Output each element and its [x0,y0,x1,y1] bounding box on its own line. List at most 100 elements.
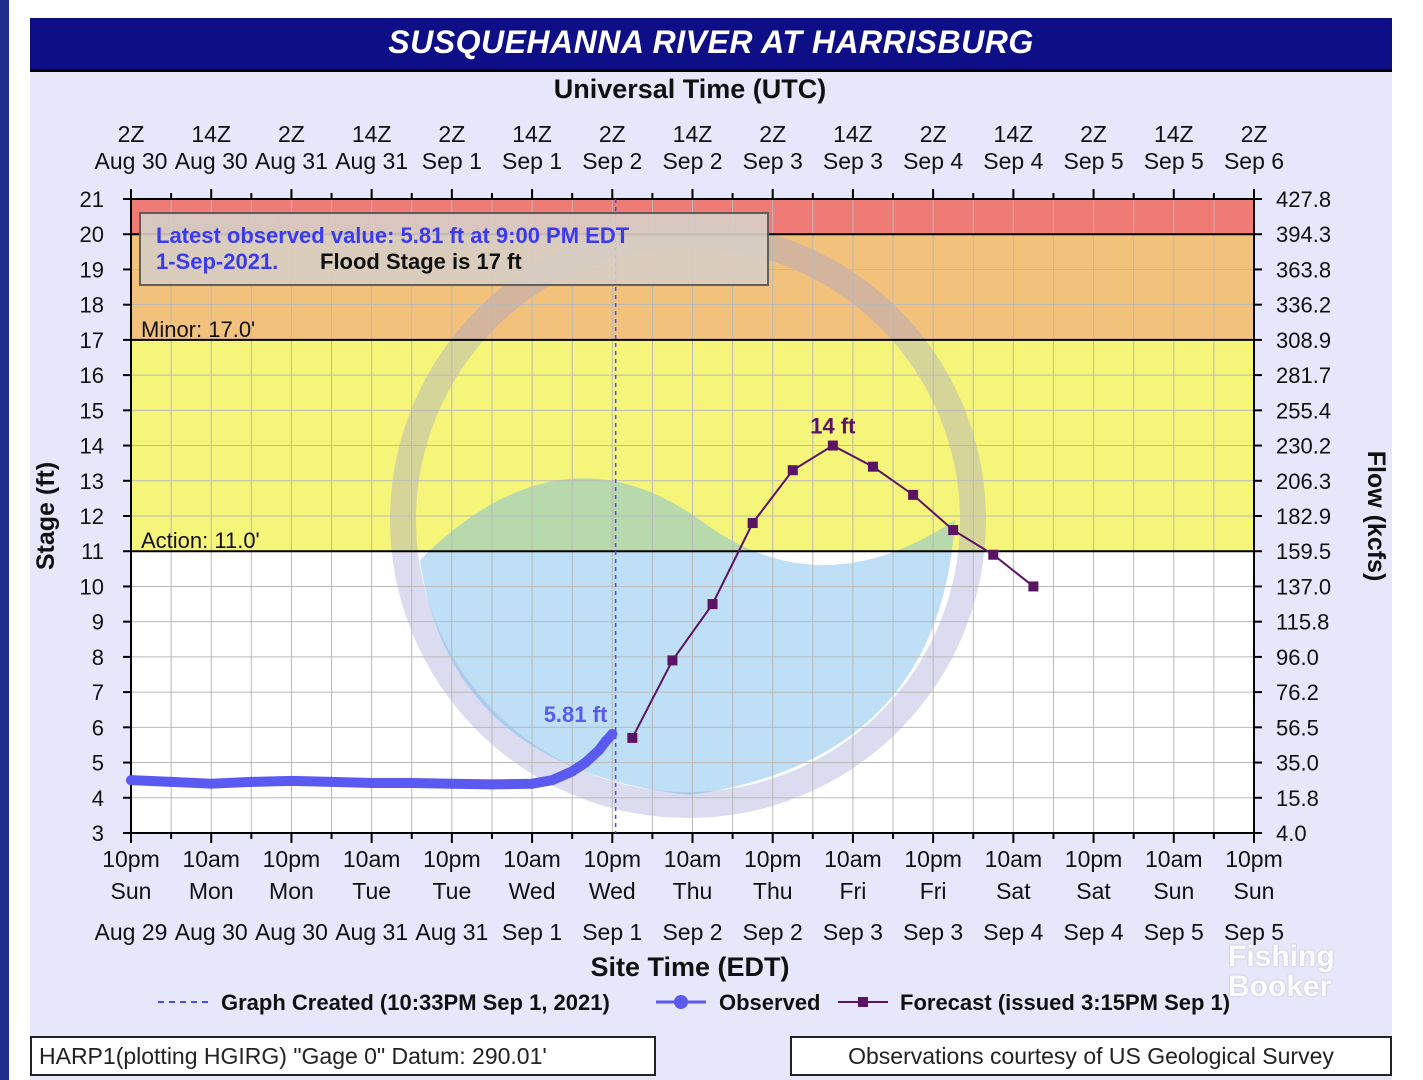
utc-tick-date: Sep 3 [743,148,803,174]
utc-tick-time: 2Z [118,121,145,147]
flow-tick-label: 35.0 [1276,751,1319,776]
y-tick-label: 17 [80,328,104,353]
edt-tick-date: Sep 5 [1224,919,1284,945]
utc-tick-time: 14Z [512,121,552,147]
y-tick-label: 8 [92,645,104,670]
y-tick-label: 19 [80,257,104,282]
observed-point [547,775,558,786]
y-tick-label: 9 [92,610,104,635]
y-tick-label: 10 [80,574,104,599]
flow-tick-label: 96.0 [1276,645,1319,670]
legend-forecast-marker [858,997,868,1007]
utc-tick-date: Aug 30 [175,148,248,174]
observed-peak-label: 5.81 ft [544,702,608,727]
chart-title: SUSQUEHANNA RIVER AT HARRISBURG [388,24,1034,60]
watermark-line1: Fishing [1228,940,1335,973]
edt-tick-date: Sep 5 [1144,919,1204,945]
forecast-point [627,732,638,743]
flow-tick-label: 159.5 [1276,539,1331,564]
utc-tick-time: 14Z [191,121,231,147]
edt-tick-time: 10am [985,846,1043,872]
observed-point [166,776,177,787]
y-tick-label: 4 [92,786,104,811]
flow-tick-label: 427.8 [1276,187,1331,212]
edt-tick-time: 10pm [263,846,321,872]
observed-point [366,777,377,788]
edt-tick-day: Wed [509,878,556,904]
y-tick-label: 15 [80,398,104,423]
utc-tick-date: Sep 4 [903,148,963,174]
y-axis-title: Stage (ft) [32,462,60,570]
edt-tick-day: Fri [920,878,947,904]
fishing-booker-watermark: Fishing Booker [1160,942,1335,1002]
edt-tick-time: 10am [824,846,882,872]
edt-tick-date: Aug 31 [335,919,408,945]
y-tick-label: 3 [92,821,104,846]
flow-tick-label: 336.2 [1276,293,1331,318]
y-tick-label: 7 [92,680,104,705]
utc-tick-time: 2Z [920,121,947,147]
utc-tick-time: 2Z [1080,121,1107,147]
forecast-point [867,461,878,472]
utc-tick-date: Sep 6 [1224,148,1284,174]
utc-tick-date: Sep 5 [1144,148,1204,174]
flow-tick-label: 182.9 [1276,504,1331,529]
edt-tick-time: 10am [182,846,240,872]
flow-tick-label: 230.2 [1276,434,1331,459]
flow-tick-label: 255.4 [1276,398,1331,423]
edt-tick-date: Aug 30 [175,919,248,945]
edt-tick-day: Wed [589,878,636,904]
edt-tick-day: Tue [432,878,471,904]
edt-tick-time: 10pm [904,846,962,872]
forecast-point [667,655,678,666]
flow-tick-label: 76.2 [1276,680,1319,705]
edt-tick-day: Sun [1234,878,1275,904]
forecast-point [747,518,758,529]
threshold-label-action: Action: 11.0' [141,528,260,553]
edt-tick-day: Sat [996,878,1031,904]
forecast-point [1028,581,1039,592]
edt-tick-time: 10pm [1225,846,1283,872]
edt-tick-time: 10pm [102,846,160,872]
y2-axis-title: Flow (kcfs) [1362,451,1390,582]
edt-tick-date: Sep 1 [582,919,642,945]
observed-point [600,736,611,747]
y-tick-label: 16 [80,363,104,388]
edt-tick-time: 10am [1145,846,1203,872]
observed-point [607,729,618,740]
edt-tick-date: Aug 30 [255,919,328,945]
utc-tick-date: Sep 3 [823,148,883,174]
observed-point [567,766,578,777]
watermark-line2: Booker [1228,970,1332,1003]
y-tick-label: 6 [92,715,104,740]
info-flood-stage: Flood Stage is 17 ft [320,249,522,274]
utc-tick-time: 2Z [278,121,305,147]
flow-tick-label: 115.8 [1276,610,1329,635]
edt-tick-time: 10pm [423,846,481,872]
footer-credit: Observations courtesy of US Geological S… [790,1036,1392,1076]
legend-forecast: Forecast (issued 3:15PM Sep 1) [900,990,1230,1015]
flow-tick-label: 206.3 [1276,469,1331,494]
y-tick-label: 18 [80,293,104,318]
edt-tick-date: Aug 29 [95,919,168,945]
legend-observed-marker [674,995,688,1009]
top-axis-title: Universal Time (UTC) [554,74,827,104]
noaa-emblem-wave-icon [420,478,955,795]
utc-tick-date: Aug 31 [255,148,328,174]
edt-tick-day: Mon [269,878,314,904]
observed-point [406,777,417,788]
edt-tick-date: Sep 4 [1064,919,1124,945]
flow-tick-label: 4.0 [1276,821,1307,846]
info-box [139,212,769,286]
edt-tick-day: Fri [840,878,867,904]
utc-tick-time: 14Z [1154,121,1194,147]
observed-point [126,775,136,786]
y-tick-label: 11 [81,539,104,564]
edt-tick-time: 10pm [744,846,802,872]
utc-tick-time: 2Z [438,121,465,147]
edt-tick-day: Tue [352,878,391,904]
utc-tick-time: 14Z [673,121,713,147]
flow-tick-label: 15.8 [1276,786,1319,811]
observed-point [593,745,604,756]
